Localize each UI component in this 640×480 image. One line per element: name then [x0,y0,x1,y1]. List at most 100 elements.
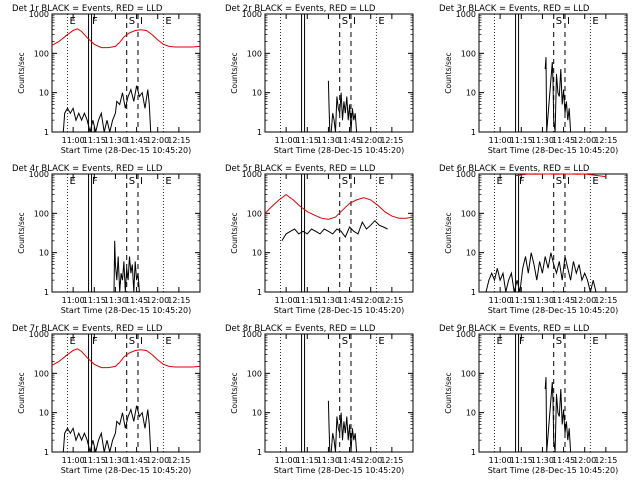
y-axis-label: Counts/sec [230,52,239,93]
marker-label: E [165,336,171,347]
x-tick-label: 12:00 [146,136,169,145]
y-tick-label: 1000 [242,170,262,179]
x-tick-label: 11:15 [83,136,106,145]
events-series-line [327,80,358,133]
x-axis-label: Start Time (28-Dec-15 10:45:20) [488,146,619,155]
chart-6: Det 6r BLACK = Events, RED = LLD 1 10 100 10… [439,164,628,315]
chart-8: Det 8r BLACK = Events, RED = LLD 1 10 100 10… [225,324,414,475]
x-tick-label: 12:15 [167,296,190,305]
y-tick-label: 1 [471,128,476,137]
marker-label: F [519,336,525,347]
events-series-line [62,405,152,453]
marker-label: F [92,16,98,27]
y-tick-label: 100 [34,209,49,218]
x-tick-label: 11:45 [125,296,148,305]
x-tick-label: 11:15 [296,136,319,145]
x-tick-label: 11:00 [275,456,298,465]
events-series-line [113,240,140,293]
chart-4: Det 4r BLACK = Events, RED = LLD 1 10 100 10… [12,164,201,315]
x-axis-label: Start Time (28-Dec-15 10:45:20) [488,466,619,475]
y-tick-label: 1 [471,448,476,457]
marker-label: E [165,176,171,187]
chart-title: Det 1r BLACK = Events, RED = LLD [12,4,163,14]
y-tick-label: 1 [257,448,262,457]
x-tick-label: 11:30 [317,456,340,465]
marker-label: S [556,176,562,187]
y-axis-label: Counts/sec [230,212,239,253]
marker-label: S [129,176,135,187]
x-tick-label: 11:45 [552,296,575,305]
y-tick-label: 1 [44,448,49,457]
chart-title: Det 9r BLACK = Events, RED = LLD [439,324,590,334]
plot-frame [478,13,628,133]
x-tick-label: 12:15 [380,456,403,465]
plot-frame [478,173,628,293]
marker-label: I [353,176,356,187]
y-tick-label: 10 [39,249,49,258]
x-tick-label: 12:15 [594,136,617,145]
x-tick-label: 11:45 [125,456,148,465]
plot-frame [51,173,201,293]
x-tick-label: 11:00 [275,296,298,305]
x-tick-label: 11:45 [338,296,361,305]
marker-label: E [70,16,76,27]
marker-label: S [342,16,348,27]
x-tick-label: 12:00 [359,136,382,145]
plot-frame [264,173,414,293]
y-tick-label: 10 [39,409,49,418]
x-tick-label: 11:45 [338,456,361,465]
marker-label: E [70,336,76,347]
x-tick-label: 11:00 [62,136,85,145]
x-tick-label: 12:15 [380,296,403,305]
x-tick-label: 12:00 [146,456,169,465]
y-axis-label: Counts/sec [444,212,453,253]
y-axis-label: Counts/sec [17,212,26,253]
x-tick-label: 11:00 [489,296,512,305]
chart-title: Det 4r BLACK = Events, RED = LLD [12,164,163,174]
x-tick-label: 11:30 [531,456,554,465]
x-axis-label: Start Time (28-Dec-15 10:45:20) [488,306,619,315]
events-series-line [485,252,599,293]
x-tick-label: 11:00 [275,136,298,145]
marker-label: E [378,336,384,347]
x-tick-label: 12:15 [594,296,617,305]
events-series-line [281,219,388,242]
chart-title: Det 8r BLACK = Events, RED = LLD [225,324,376,334]
chart-5: Det 5r BLACK = Events, RED = LLD 1 10 100 10… [225,164,414,315]
marker-label: I [140,336,143,347]
y-tick-label: 1000 [456,10,476,19]
events-series-line [62,85,152,133]
plot-frame [264,333,414,453]
marker-label: E [378,176,384,187]
marker-label: S [129,336,135,347]
y-axis-label: Counts/sec [230,372,239,413]
y-tick-label: 10 [252,249,262,258]
marker-label: S [556,16,562,27]
plot-frame [478,333,628,453]
y-tick-label: 100 [461,209,476,218]
y-tick-label: 1000 [29,10,49,19]
marker-label: E [165,16,171,27]
x-tick-label: 11:15 [510,296,533,305]
x-tick-label: 11:30 [531,296,554,305]
events-series-line [327,400,358,453]
marker-label: E [592,176,598,187]
x-tick-label: 11:30 [104,456,127,465]
chart-2: Det 2r BLACK = Events, RED = LLD 1 10 100 10… [225,4,414,155]
y-tick-label: 10 [466,249,476,258]
marker-label: I [567,176,570,187]
x-tick-label: 11:15 [83,296,106,305]
x-tick-label: 11:30 [531,136,554,145]
x-tick-label: 12:15 [380,136,403,145]
y-tick-label: 1000 [29,330,49,339]
x-tick-label: 12:00 [359,456,382,465]
y-tick-label: 10 [252,409,262,418]
x-tick-label: 11:30 [104,296,127,305]
chart-title: Det 7r BLACK = Events, RED = LLD [12,324,163,334]
y-tick-label: 100 [247,49,262,58]
plot-frame [51,13,201,133]
y-tick-label: 1 [257,288,262,297]
y-tick-label: 1000 [29,170,49,179]
x-tick-label: 12:00 [359,296,382,305]
